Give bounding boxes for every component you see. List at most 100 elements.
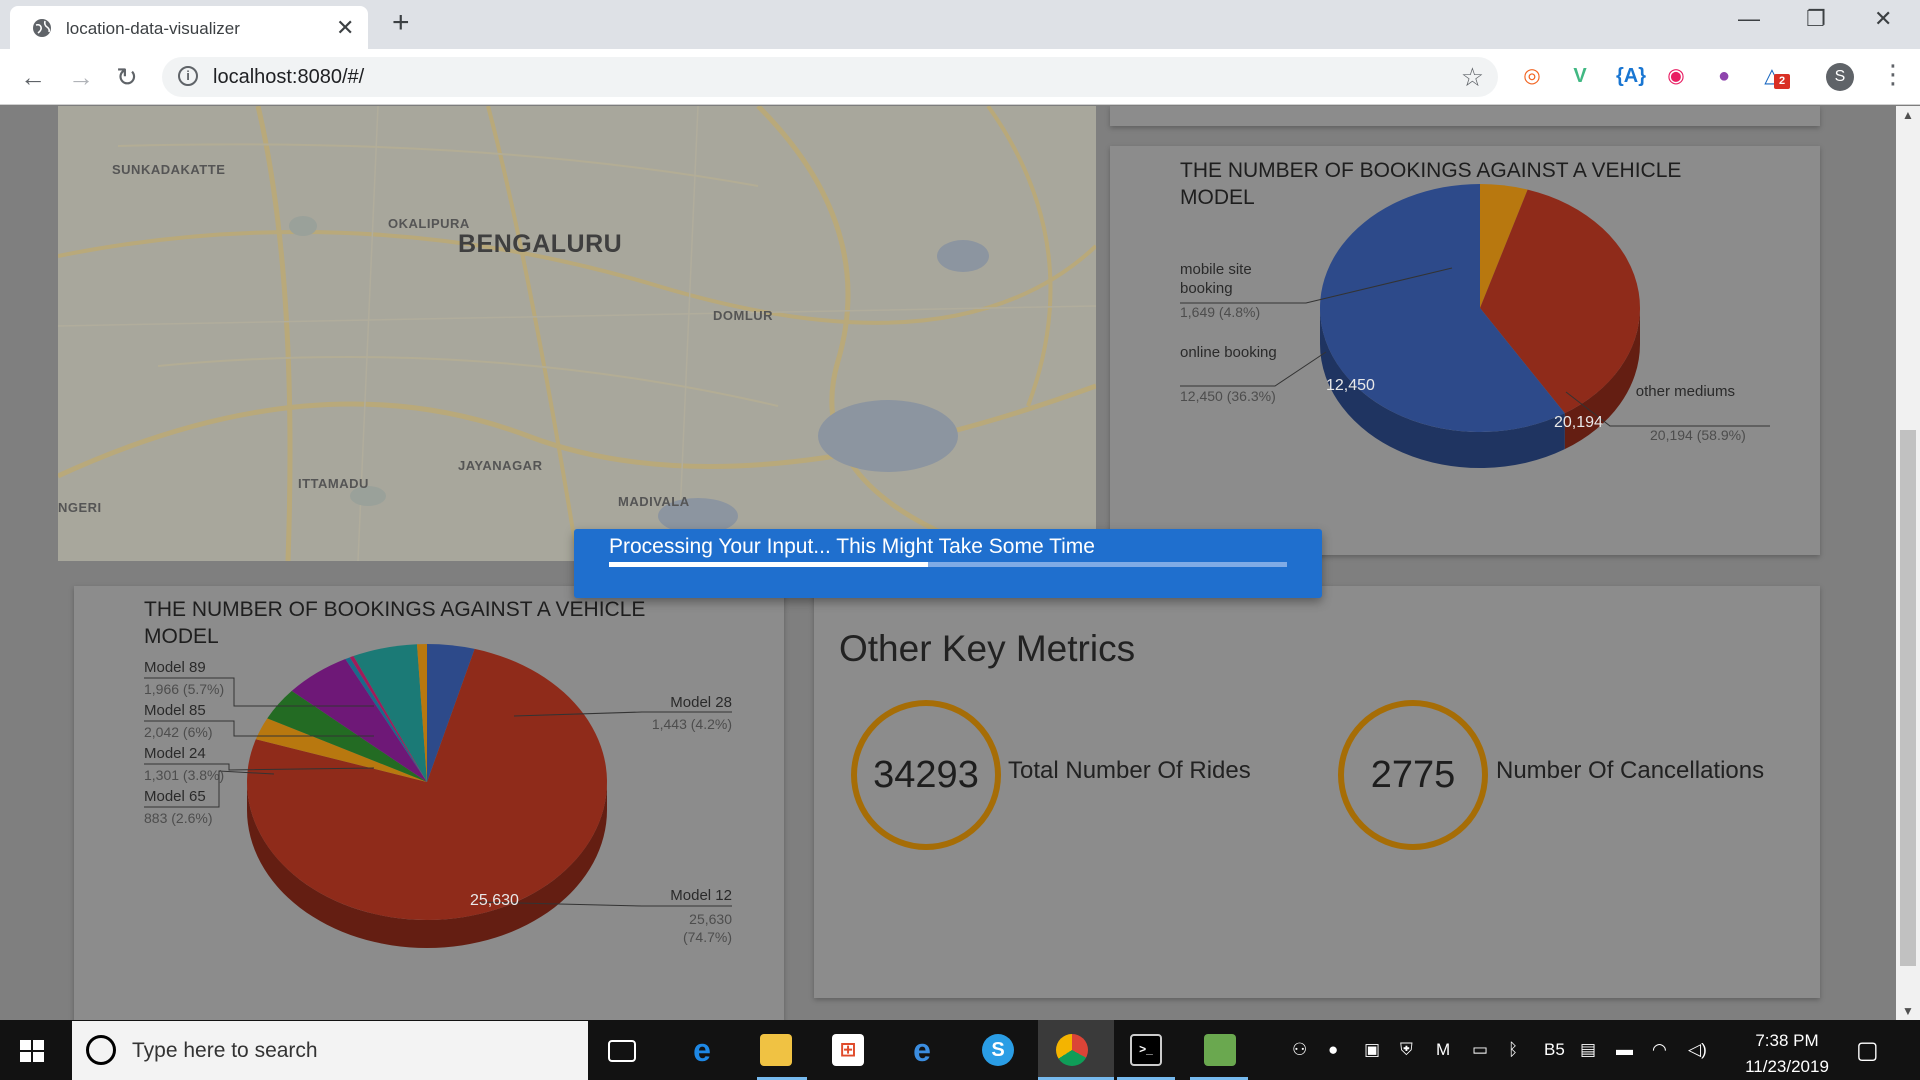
b5-icon[interactable]: B5 — [1544, 1040, 1565, 1059]
scroll-down-icon[interactable]: ▼ — [1902, 1004, 1914, 1018]
pie-slice-model-28[interactable] — [427, 644, 475, 782]
edge-icon[interactable]: e — [693, 1032, 711, 1068]
store-icon[interactable]: ⊞ — [832, 1034, 864, 1066]
notification-center-icon[interactable]: ▢ — [1856, 1037, 1879, 1064]
taskbar-search-box[interactable]: Type here to search — [72, 1021, 588, 1080]
ext-vue-icon[interactable]: V — [1573, 65, 1587, 87]
running-indicator — [1190, 1077, 1248, 1080]
leader-line — [1180, 267, 1453, 304]
rides-count-ring: 34293 — [851, 700, 1001, 850]
leader-line — [1180, 351, 1327, 387]
pie-slice-online[interactable] — [1480, 189, 1640, 414]
model-pie-chart[interactable] — [74, 586, 784, 1020]
shield-icon[interactable]: ⛨ — [1400, 1040, 1413, 1059]
clock-time: 7:38 PM — [1755, 1031, 1819, 1050]
restore-icon[interactable]: ❐ — [1806, 6, 1826, 31]
pie-slice-model-65[interactable] — [255, 718, 427, 782]
legend-label: Model 24 — [144, 745, 206, 762]
pie-slice-mobile-site[interactable] — [1480, 184, 1528, 308]
taskbar-clock[interactable]: 7:38 PM 11/23/2019 — [1732, 1028, 1842, 1080]
ext-colorful-icon[interactable]: ● — [1717, 65, 1731, 87]
browser-tab[interactable]: location-data-visualizer ✕ — [10, 6, 368, 49]
legend-label: Model 28 — [670, 694, 732, 711]
tab-title: location-data-visualizer — [66, 19, 240, 38]
window-close-icon[interactable]: ✕ — [1874, 6, 1893, 31]
map-label-city: BENGALURU — [458, 230, 623, 258]
map-label: ITTAMADU — [298, 476, 369, 491]
menu-icon[interactable]: ⋮ — [1880, 59, 1906, 89]
scroll-thumb[interactable] — [1900, 430, 1916, 966]
running-indicator — [1038, 1077, 1114, 1080]
map-label: NGERI — [58, 500, 102, 515]
new-tab-button[interactable]: + — [392, 6, 410, 39]
slice-data-label: 12,450 — [1326, 377, 1375, 394]
ext-drive-icon[interactable]: △ 2 — [1760, 64, 1790, 89]
minimize-icon[interactable]: — — [1738, 6, 1760, 31]
internet-explorer-icon[interactable]: e — [913, 1032, 931, 1068]
windows-taskbar: Type here to search e ⊞ e S >_ ⚇ ● ▣ ⛨ M ▭ ᛒ B5… — [0, 1020, 1920, 1080]
address-bar[interactable]: i localhost:8080/#/ ☆ — [162, 57, 1498, 97]
chrome-small-icon[interactable]: ● — [1328, 1040, 1339, 1059]
booking-medium-card: THE NUMBER OF BOOKINGS AGAINST A VEHICLE… — [1110, 146, 1820, 555]
terminal-icon[interactable]: >_ — [1130, 1034, 1162, 1066]
pie-slice-model-89[interactable] — [353, 644, 427, 782]
legend-value: 2,042 (6%) — [144, 724, 213, 740]
ext-pink-icon[interactable]: ◉ — [1667, 65, 1685, 87]
pie-slice-small-a[interactable] — [345, 657, 427, 782]
browser-toolbar: ← → ↻ i localhost:8080/#/ ☆ ◎ V {A} ◉ ● △ 2 S … — [0, 49, 1920, 105]
legend-value: 1,966 (5.7%) — [144, 681, 225, 697]
url-text[interactable]: localhost:8080/#/ — [213, 66, 365, 88]
browser-tab-strip: location-data-visualizer ✕ + — ❐ ✕ — [0, 0, 1920, 49]
reload-icon[interactable]: ↻ — [116, 62, 138, 92]
legend-value: 25,630 (74.7%) — [682, 911, 732, 945]
legend-value: 12,450 (36.3%) — [1180, 388, 1276, 404]
bookmark-star-icon[interactable]: ☆ — [1460, 62, 1484, 92]
pie-slice-model-85[interactable] — [291, 659, 427, 782]
forward-icon[interactable]: → — [68, 62, 94, 92]
key-metrics-card: Other Key Metrics 34293 Total Number Of … — [814, 586, 1820, 998]
leader-line — [478, 901, 732, 907]
bluetooth-icon[interactable]: ᛒ — [1508, 1040, 1519, 1059]
city-map[interactable]: SUNKADAKATTE OKALIPURA BENGALURU DOMLUR … — [58, 106, 1096, 561]
scroll-up-icon[interactable]: ▲ — [1902, 108, 1914, 122]
file-explorer-icon[interactable] — [760, 1034, 792, 1066]
extension-badge: 2 — [1774, 74, 1790, 89]
printer-icon[interactable]: ▤ — [1580, 1040, 1597, 1059]
site-info-icon[interactable]: i — [178, 66, 198, 86]
ext-angular-icon[interactable]: {A} — [1616, 65, 1647, 87]
legend-label: mobile site booking — [1180, 261, 1252, 297]
volume-icon[interactable]: ◁) — [1688, 1040, 1707, 1059]
progress-bar — [609, 562, 928, 567]
start-windows-icon[interactable] — [20, 1040, 44, 1062]
legend-label: Model 85 — [144, 702, 206, 719]
battery-icon[interactable]: ▬ — [1616, 1040, 1633, 1059]
tab-close-icon[interactable]: ✕ — [336, 15, 355, 40]
running-indicator — [1117, 1077, 1175, 1080]
wifi-icon[interactable]: ◠ — [1652, 1040, 1667, 1059]
clock-date: 11/23/2019 — [1745, 1057, 1829, 1076]
leader-line — [144, 770, 275, 808]
medium-pie-chart[interactable] — [1110, 146, 1820, 555]
globe-icon — [33, 19, 51, 37]
pie-slice-model-12[interactable] — [246, 648, 607, 920]
network-blue-icon[interactable]: ▣ — [1364, 1040, 1381, 1059]
cortana-circle-icon — [86, 1035, 116, 1065]
progress-track — [609, 562, 1287, 567]
task-view-icon[interactable] — [608, 1040, 636, 1062]
map-label: SUNKADAKATTE — [112, 162, 226, 177]
map-label: OKALIPURA — [388, 216, 470, 231]
ext-orange-icon[interactable]: ◎ — [1523, 65, 1541, 87]
notepad-icon[interactable] — [1204, 1034, 1236, 1066]
pie-slice-small-b[interactable] — [349, 656, 427, 782]
profile-avatar[interactable]: S — [1826, 63, 1854, 91]
mcafee-icon[interactable]: M — [1436, 1040, 1451, 1059]
display-icon[interactable]: ▭ — [1472, 1040, 1489, 1059]
processing-message: Processing Your Input... This Might Take… — [609, 535, 1095, 558]
people-icon[interactable]: ⚇ — [1292, 1040, 1308, 1059]
back-icon[interactable]: ← — [20, 62, 46, 92]
pie-slice-small-c[interactable] — [416, 644, 427, 782]
pie-slice-other-mediums[interactable] — [1320, 184, 1565, 432]
chrome-icon[interactable] — [1056, 1034, 1088, 1066]
skype-icon[interactable]: S — [982, 1034, 1014, 1066]
page-scrollbar[interactable]: ▲ ▼ — [1896, 106, 1920, 1020]
